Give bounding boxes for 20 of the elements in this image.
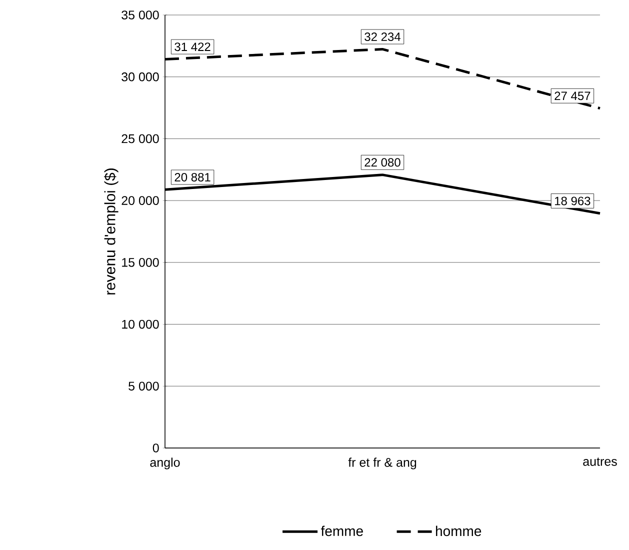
x-tick-label: autres [583,458,617,466]
y-tick-label: 35 000 [122,10,159,20]
y-tick-label: 25 000 [122,134,159,144]
y-tick-label: 0 [152,444,159,452]
legend-label: femme [320,526,363,536]
y-tick-label: 30 000 [122,72,159,82]
data-label: 20 881 [174,172,210,182]
legend-label: homme [436,526,482,536]
data-label: 27 457 [554,92,590,100]
data-label: 31 422 [174,42,210,52]
y-tick-label: 15 000 [122,258,159,267]
data-label: 32 234 [364,32,400,42]
x-tick-label: fr et fr & ang [348,458,416,470]
data-label: 22 080 [364,158,400,167]
y-axis-title: revenu d'emploi ($) [104,168,118,294]
y-tick-label: 20 000 [122,196,159,205]
x-tick-label: anglo [150,458,180,470]
y-tick-label: 10 000 [122,320,159,329]
data-label: 18 963 [555,196,590,206]
y-tick-label: 5 000 [128,382,159,391]
